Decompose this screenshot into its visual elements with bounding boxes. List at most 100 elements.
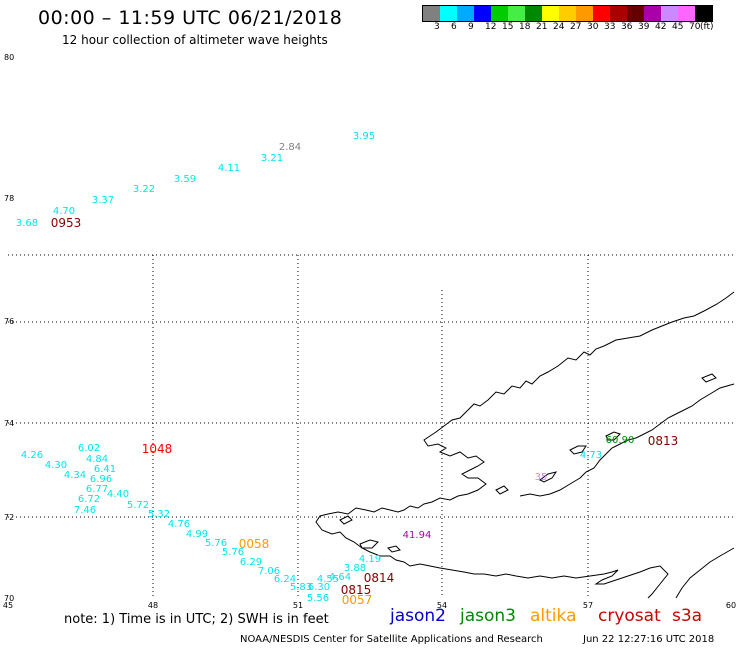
wave-height-value: 6.96 [90, 474, 112, 485]
coastline [315, 291, 735, 599]
legend-swatch [695, 6, 712, 21]
lon-label: 57 [583, 601, 593, 610]
wave-height-value: 4.19 [359, 554, 381, 565]
wave-height-value: 4.70 [53, 206, 75, 217]
legend-swatch [457, 6, 474, 21]
wave-height-value: 6.29 [240, 557, 262, 568]
legend-label: 15 [502, 22, 514, 32]
legend-swatch [525, 6, 542, 21]
legend-label: 3 [434, 22, 440, 32]
legend-swatch [678, 6, 695, 21]
wave-height-value: 6.77 [86, 484, 108, 495]
lat-label: 72 [4, 513, 14, 522]
legend-label: 70 [689, 22, 701, 32]
wave-height-value: 6.24 [274, 574, 296, 585]
legend-label: 9 [468, 22, 474, 32]
wave-height-value: 4.26 [21, 450, 43, 461]
wave-height-value: 35 [535, 472, 548, 483]
wave-height-value: 3.21 [261, 153, 283, 164]
lat-label: 70 [4, 594, 14, 603]
legend-label: 42 [655, 22, 667, 32]
credit-text: NOAA/NESDIS Center for Satellite Applica… [240, 634, 543, 645]
wave-height-value: 4.73 [580, 450, 602, 461]
legend-swatch [610, 6, 627, 21]
lon-label: 45 [3, 601, 13, 610]
satellite-s3a: s3a [672, 606, 703, 626]
wave-height-value: 5.56 [307, 593, 329, 604]
lon-label: 54 [437, 601, 447, 610]
legend-swatch [661, 6, 678, 21]
legend-swatch [542, 6, 559, 21]
timestamp-text: Jun 22 12:27:16 UTC 2018 [583, 634, 715, 645]
wave-height-value: 4.76 [168, 519, 190, 530]
footer-note: note: 1) Time is in UTC; 2) SWH is in fe… [64, 612, 329, 627]
legend-swatch [627, 6, 644, 21]
color-legend [422, 5, 713, 22]
legend-swatch [423, 6, 440, 21]
satellite-cryosat: cryosat [598, 606, 661, 626]
plot-frame [7, 51, 735, 599]
legend-label: 36 [621, 22, 633, 32]
legend-swatch [508, 6, 525, 21]
wave-height-value: 4.34 [64, 470, 86, 481]
legend-label: 45 [672, 22, 684, 32]
legend-swatch [644, 6, 661, 21]
legend-swatch [440, 6, 457, 21]
legend-label: 39 [638, 22, 650, 32]
wave-height-value: 3.59 [174, 174, 196, 185]
legend-label: 21 [536, 22, 548, 32]
legend-label: 6 [451, 22, 457, 32]
wave-height-value: 6.02 [78, 443, 100, 454]
wave-height-value: 3.95 [353, 131, 375, 142]
pass-time-label: 0057 [342, 593, 373, 607]
wave-height-value: 7.06 [258, 566, 280, 577]
wave-height-value: 6.72 [78, 494, 100, 505]
pass-time-label: 0813 [648, 434, 679, 448]
wave-height-value: 4.40 [107, 489, 129, 500]
wave-height-value: 2.84 [279, 142, 301, 153]
pass-time-label: 0815 [341, 583, 372, 597]
wave-height-value: 5.76 [222, 547, 244, 558]
wave-height-value: 5.83 [290, 582, 312, 593]
wave-height-value: 5.32 [148, 509, 170, 520]
wave-height-value: 60.90 [606, 435, 635, 446]
wave-height-value: 3.68 [16, 218, 38, 229]
wave-height-value: 4.84 [86, 454, 108, 465]
legend-swatch [559, 6, 576, 21]
lat-label: 76 [4, 317, 14, 326]
wave-height-value: 4.99 [186, 529, 208, 540]
legend-swatch [593, 6, 610, 21]
lon-label: 51 [293, 601, 303, 610]
legend-label: (ft) [700, 22, 714, 32]
legend-swatch [576, 6, 593, 21]
lon-label: 48 [148, 601, 158, 610]
legend-label: 27 [570, 22, 582, 32]
wave-height-value: 4.11 [218, 163, 240, 174]
wave-height-value: 3.37 [92, 195, 114, 206]
grid [8, 254, 734, 598]
wave-height-value: 5.76 [205, 538, 227, 549]
lat-label: 80 [4, 53, 14, 62]
wave-height-value: 4.30 [45, 460, 67, 471]
legend-swatch [491, 6, 508, 21]
lon-label: 60 [726, 601, 736, 610]
satellite-altika: altika [530, 606, 577, 626]
legend-label: 33 [604, 22, 616, 32]
legend-label: 30 [587, 22, 599, 32]
lat-label: 74 [4, 419, 14, 428]
lon-axis-labels: 45 48 51 54 57 60 [3, 601, 736, 610]
wave-height-value: 4.55 [317, 574, 339, 585]
legend-label: 18 [519, 22, 531, 32]
page-title: 00:00 – 11:59 UTC 06/21/2018 [38, 7, 343, 29]
coastline-islands [339, 373, 717, 553]
lat-axis-labels: 80 78 76 74 72 70 [4, 53, 14, 603]
pass-time-label: 0058 [239, 537, 270, 551]
legend-label: 24 [553, 22, 565, 32]
wave-height-value: 3.88 [344, 563, 366, 574]
wave-height-value: 6.41 [94, 464, 116, 475]
wave-height-value: 4.64 [329, 572, 351, 583]
pass-time-label: 0953 [51, 216, 82, 230]
wave-height-value: 5.72 [127, 500, 149, 511]
